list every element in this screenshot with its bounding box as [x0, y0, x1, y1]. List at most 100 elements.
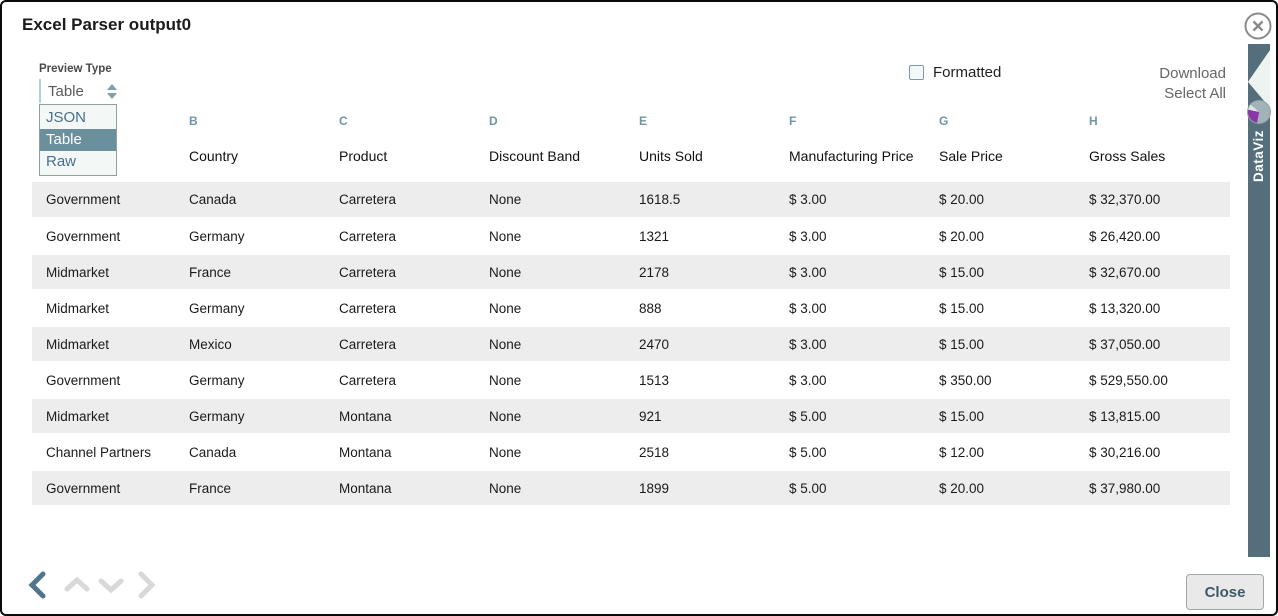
formatted-control: Formatted	[909, 64, 1001, 81]
table-cell: $ 5.00	[775, 470, 925, 507]
column-letter[interactable]: E	[639, 114, 648, 128]
dropdown-option-json[interactable]: JSON	[46, 109, 87, 126]
download-link[interactable]: Download	[1159, 65, 1226, 82]
table-cell: None	[475, 470, 625, 507]
table-cell: $ 26,420.00	[1075, 218, 1230, 255]
column-letters-row: B C D E F G H	[32, 114, 1230, 134]
table-cell: Carretera	[325, 326, 475, 363]
preview-type-select[interactable]: Table	[39, 79, 119, 103]
table-cell: $ 20.00	[925, 218, 1075, 255]
dataviz-side-tab[interactable]: DataViz	[1247, 44, 1271, 557]
table-row[interactable]: Midmarket Mexico Carretera None 2470 $ 3.00 $ …	[32, 326, 1230, 363]
column-letter[interactable]: D	[489, 114, 498, 128]
column-letter[interactable]: C	[339, 114, 348, 128]
table-cell: $ 3.00	[775, 290, 925, 327]
table-cell: 1899	[625, 470, 775, 507]
column-name: Country	[189, 148, 239, 164]
table-row[interactable]: Midmarket Germany Carretera None 888 $ 3.00 $ …	[32, 290, 1230, 327]
table-cell: $ 350.00	[925, 362, 1075, 399]
table-cell: Montana	[325, 470, 475, 507]
close-button[interactable]: Close	[1186, 574, 1264, 610]
column-name: Discount Band	[489, 148, 581, 164]
table-cell: $ 529,550.00	[1075, 362, 1230, 399]
table-cell: None	[475, 362, 625, 399]
table-cell: Midmarket	[32, 398, 175, 435]
table-cell: $ 13,320.00	[1075, 290, 1230, 327]
table-cell: Government	[32, 470, 175, 507]
preview-type-value: Table	[48, 82, 84, 100]
table-cell: 1513	[625, 362, 775, 399]
table-cell: Carretera	[325, 362, 475, 399]
table-cell: $ 15.00	[925, 290, 1075, 327]
close-icon[interactable]	[1244, 12, 1272, 40]
dataviz-tab-label: DataViz	[1251, 130, 1266, 183]
chevron-down-icon[interactable]	[94, 570, 128, 600]
table-cell: Midmarket	[32, 254, 175, 291]
select-spinner-icon	[107, 83, 117, 99]
column-letter[interactable]: B	[189, 114, 198, 128]
table-cell: Montana	[325, 398, 475, 435]
column-name: Product	[339, 148, 388, 164]
column-letter[interactable]: F	[789, 114, 797, 128]
table-row[interactable]: Government France Montana None 1899 $ 5.00 $ 2…	[32, 470, 1230, 507]
table-cell: $ 20.00	[925, 182, 1075, 219]
table-cell: Germany	[175, 218, 325, 255]
table-cell: None	[475, 182, 625, 219]
column-name: Gross Sales	[1089, 148, 1166, 164]
table-cell: Carretera	[325, 290, 475, 327]
column-name: Units Sold	[639, 148, 703, 164]
table-cell: 1618.5	[625, 182, 775, 219]
table-cell: Carretera	[325, 182, 475, 219]
dropdown-option-table[interactable]: Table	[40, 129, 116, 151]
table-cell: None	[475, 290, 625, 327]
column-names-row: Country Product Discount Band Units Sold Man…	[32, 134, 1230, 182]
table-cell: Montana	[325, 434, 475, 471]
table-cell: $ 15.00	[925, 254, 1075, 291]
select-all-link[interactable]: Select All	[1164, 85, 1226, 102]
table-cell: Carretera	[325, 254, 475, 291]
table-row[interactable]: Midmarket France Carretera None 2178 $ 3.00 $ …	[32, 254, 1230, 291]
table-cell: France	[175, 470, 325, 507]
table-row[interactable]: Government Germany Carretera None 1321 $ 3.00…	[32, 218, 1230, 255]
table-cell: Mexico	[175, 326, 325, 363]
formatted-label: Formatted	[933, 64, 1002, 81]
table-cell: 921	[625, 398, 775, 435]
preview-type-dropdown: JSON Table Raw	[39, 104, 117, 176]
table-cell: Government	[32, 182, 175, 219]
chevron-up-icon[interactable]	[60, 570, 94, 600]
table-cell: Channel Partners	[32, 434, 175, 471]
table-cell: $ 32,370.00	[1075, 182, 1230, 219]
table-cell: Government	[32, 218, 175, 255]
table-row[interactable]: Government Germany Carretera None 1513 $ 3.00…	[32, 362, 1230, 399]
table-row[interactable]: Midmarket Germany Montana None 921 $ 5.00 $ 15…	[32, 398, 1230, 435]
pie-chart-icon	[1247, 100, 1271, 124]
chevron-left-icon[interactable]	[26, 570, 50, 600]
table-cell: None	[475, 434, 625, 471]
preview-type-label: Preview Type	[39, 63, 112, 75]
table-cell: $ 32,670.00	[1075, 254, 1230, 291]
table-cell: $ 3.00	[775, 326, 925, 363]
table-cell: $ 15.00	[925, 326, 1075, 363]
table-cell: None	[475, 254, 625, 291]
table-cell: Canada	[175, 434, 325, 471]
table-cell: $ 13,815.00	[1075, 398, 1230, 435]
table-cell: 2470	[625, 326, 775, 363]
table-row[interactable]: Channel Partners Canada Montana None 2518 $ 5…	[32, 434, 1230, 471]
table-cell: None	[475, 398, 625, 435]
column-letter[interactable]: G	[939, 114, 949, 128]
table-row[interactable]: Government Canada Carretera None 1618.5 $ 3.0…	[32, 182, 1230, 219]
table-cell: 888	[625, 290, 775, 327]
table-cell: Germany	[175, 398, 325, 435]
formatted-checkbox[interactable]	[909, 65, 924, 80]
column-letter[interactable]: H	[1089, 114, 1098, 128]
dropdown-option-raw[interactable]: Raw	[46, 153, 77, 170]
preview-table: B C D E F G H Country Product Discount Band Units…	[32, 114, 1230, 507]
column-name: Manufacturing Price	[789, 148, 914, 164]
table-cell: Germany	[175, 362, 325, 399]
table-cell: Canada	[175, 182, 325, 219]
table-cell: $ 3.00	[775, 182, 925, 219]
chevron-right-icon[interactable]	[134, 570, 158, 600]
table-cell: $ 3.00	[775, 218, 925, 255]
table-cell: $ 3.00	[775, 362, 925, 399]
action-links: Download Select All	[1159, 64, 1226, 104]
